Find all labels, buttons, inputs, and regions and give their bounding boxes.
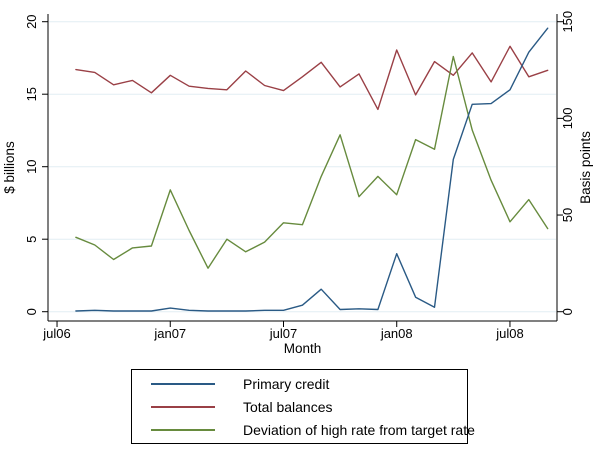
series-line-0 [75, 45, 549, 111]
right-tick-label: 150 [560, 11, 575, 33]
series-line-2 [75, 27, 549, 312]
right-tick-label: 0 [560, 308, 575, 315]
x-tick-label: jul06 [42, 326, 70, 341]
left-tick-label: 20 [24, 14, 39, 28]
x-tick-label: jul07 [269, 326, 297, 341]
left-axis-title: $ billions [2, 141, 17, 194]
x-axis-title: Month [284, 341, 322, 356]
right-axis-title: Basis points [578, 131, 593, 204]
legend-line-deviation [151, 428, 215, 431]
legend-item-total-balances: Total balances [132, 395, 467, 418]
series-line-1 [75, 55, 549, 269]
legend-line-total-balances [151, 405, 215, 408]
legend-line-primary-credit [151, 382, 215, 385]
left-tick-label: 0 [24, 308, 39, 315]
left-tick-label: 15 [24, 87, 39, 101]
legend-label-primary-credit: Primary credit [243, 375, 330, 392]
left-tick-label: 10 [24, 159, 39, 173]
right-tick-label: 50 [560, 208, 575, 222]
x-tick-label: jul08 [495, 326, 523, 341]
legend-item-primary-credit: Primary credit [132, 372, 467, 395]
x-tick-label: jan07 [153, 326, 186, 341]
right-tick-label: 100 [560, 108, 575, 130]
x-tick-label: jan08 [380, 326, 413, 341]
chart-legend: Primary credit Total balances Deviation … [131, 369, 475, 444]
legend-label-deviation: Deviation of high rate from target rate [243, 421, 475, 438]
legend-label-total-balances: Total balances [243, 398, 333, 415]
legend-item-deviation: Deviation of high rate from target rate [132, 418, 475, 441]
left-tick-label: 5 [24, 236, 39, 243]
